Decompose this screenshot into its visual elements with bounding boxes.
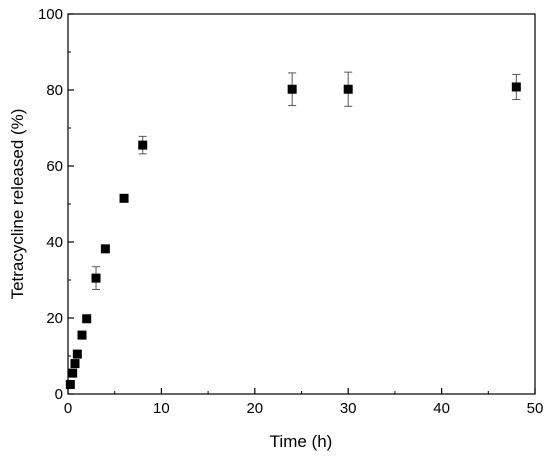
square-marker (287, 84, 297, 94)
data-point (68, 368, 78, 378)
square-marker (511, 82, 521, 92)
square-marker (100, 244, 110, 254)
data-point (119, 193, 129, 203)
square-marker (70, 359, 80, 369)
x-tick-label: 50 (527, 400, 544, 417)
data-point (287, 72, 297, 107)
x-tick-label: 10 (153, 400, 170, 417)
data-point (72, 349, 82, 359)
square-marker (138, 140, 148, 150)
y-tick-label: 20 (46, 310, 63, 327)
square-marker (77, 330, 87, 340)
square-marker (72, 349, 82, 359)
data-point (511, 73, 521, 100)
y-tick-label: 40 (46, 234, 63, 251)
x-tick-label: 20 (246, 400, 263, 417)
x-axis-title: Time (h) (270, 432, 333, 451)
data-point (343, 71, 353, 107)
x-tick-label: 30 (340, 400, 357, 417)
plot-frame (67, 13, 536, 395)
square-marker (82, 314, 92, 324)
y-tick-label: 60 (46, 158, 63, 175)
data-point (70, 359, 80, 369)
data-point (138, 135, 148, 155)
data-points (65, 71, 521, 389)
y-axis-title: Tetracycline released (%) (8, 109, 27, 300)
y-tick-label: 80 (46, 82, 63, 99)
square-marker (343, 84, 353, 94)
data-point (91, 266, 101, 290)
square-marker (65, 380, 75, 389)
data-point (65, 380, 75, 389)
square-marker (68, 368, 78, 378)
data-point (100, 244, 110, 254)
data-point (82, 314, 92, 324)
y-axis: 0 20 40 60 80 100 (38, 6, 74, 403)
x-tick-label: 40 (433, 400, 450, 417)
x-axis: 0 10 20 30 40 50 (64, 388, 544, 417)
data-point (77, 330, 87, 340)
x-tick-label: 0 (64, 400, 72, 417)
y-tick-label: 100 (38, 6, 63, 23)
square-marker (119, 193, 129, 203)
y-tick-label: 0 (55, 386, 63, 403)
square-marker (91, 273, 101, 283)
